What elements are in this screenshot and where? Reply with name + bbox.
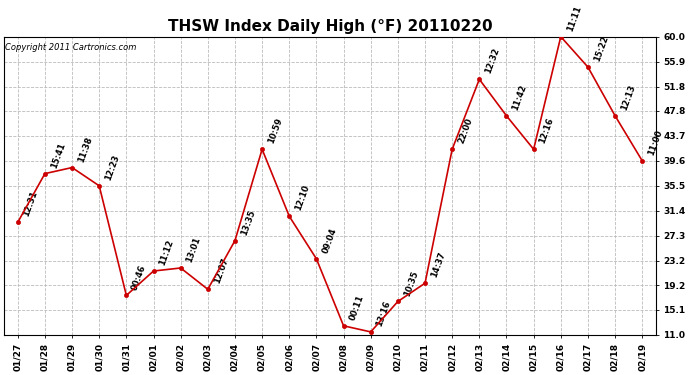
Text: 12:23: 12:23 <box>104 153 121 182</box>
Text: 13:16: 13:16 <box>375 300 393 328</box>
Text: 12:31: 12:31 <box>22 190 39 218</box>
Text: 12:07: 12:07 <box>212 257 230 285</box>
Text: 11:42: 11:42 <box>511 83 529 112</box>
Text: 14:37: 14:37 <box>429 251 446 279</box>
Text: 11:38: 11:38 <box>76 135 94 164</box>
Text: 00:46: 00:46 <box>130 263 148 291</box>
Text: 11:12: 11:12 <box>158 238 175 267</box>
Text: 12:13: 12:13 <box>619 83 637 112</box>
Text: 11:00: 11:00 <box>647 129 664 157</box>
Text: 13:01: 13:01 <box>185 236 202 264</box>
Text: Copyright 2011 Cartronics.com: Copyright 2011 Cartronics.com <box>5 43 136 52</box>
Text: 10:59: 10:59 <box>266 117 284 145</box>
Text: 13:35: 13:35 <box>239 209 257 236</box>
Text: 15:22: 15:22 <box>592 34 610 63</box>
Text: 15:41: 15:41 <box>49 141 67 170</box>
Text: 09:04: 09:04 <box>321 227 338 255</box>
Text: 00:11: 00:11 <box>348 294 365 322</box>
Text: 10:35: 10:35 <box>402 269 420 297</box>
Title: THSW Index Daily High (°F) 20110220: THSW Index Daily High (°F) 20110220 <box>168 19 492 34</box>
Text: 11:11: 11:11 <box>565 4 582 33</box>
Text: 12:10: 12:10 <box>293 184 311 212</box>
Text: 22:00: 22:00 <box>456 117 474 145</box>
Text: 12:32: 12:32 <box>484 47 501 75</box>
Text: 12:16: 12:16 <box>538 117 555 145</box>
